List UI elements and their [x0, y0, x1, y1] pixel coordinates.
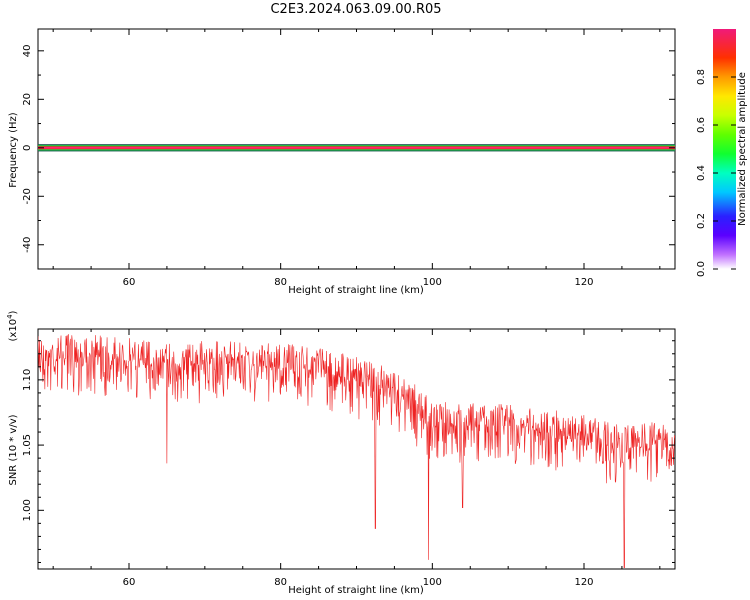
x-tick-label: 60: [123, 277, 136, 288]
x-tick-label: 120: [574, 577, 593, 588]
x-tick-label: 120: [574, 277, 593, 288]
x-tick-label: 100: [423, 277, 442, 288]
spectrogram-y-axis: 40 20 0 -20 -40: [22, 44, 675, 270]
y-tick-label: 40: [22, 44, 33, 57]
snr-x-axis: 60 80 100 120: [52, 329, 661, 588]
x-tick-label: 60: [123, 577, 136, 588]
y-tick-label: -40: [22, 237, 33, 253]
chart-title: C2E3.2024.063.09.00.R05: [270, 2, 442, 17]
y-tick-label: 0: [22, 145, 33, 151]
spectrogram-y-label: Frequency (Hz): [8, 112, 19, 188]
snr-y-axis: 1.00 1.05 1.10: [22, 340, 675, 563]
colorbar-tick-label: 0.2: [696, 213, 707, 229]
y-tick-label: 1.05: [22, 434, 33, 456]
y-tick-label: 1.10: [22, 369, 33, 391]
spectrogram-x-axis: 60 80 100 120: [52, 29, 661, 288]
y-tick-label: 20: [22, 93, 33, 106]
colorbar-tick-label: 0.8: [696, 69, 707, 85]
y-tick-label: 1.00: [22, 499, 33, 521]
snr-series-line: [38, 334, 675, 568]
spectrogram-panel: 60 80 100 120 40 20 0 -20 -40 Height of straigh…: [8, 28, 676, 296]
y-tick-label: -20: [22, 188, 33, 204]
x-tick-label: 80: [274, 577, 287, 588]
x-tick-label: 80: [274, 277, 287, 288]
spectrogram-x-label: Height of straight line (km): [288, 285, 424, 296]
colorbar-tick-label: 0.0: [696, 261, 707, 277]
band-layer: [38, 147, 675, 149]
snr-scale-label: (x104): [6, 310, 19, 341]
colorbar-gradient: [713, 29, 736, 269]
colorbar-tick-label: 0.6: [696, 117, 707, 133]
x-tick-label: 100: [423, 577, 442, 588]
spectrogram-band: [38, 144, 675, 152]
colorbar-tick-label: 0.4: [696, 165, 707, 181]
colorbar-label: Normalized spectral amplitude: [737, 72, 748, 226]
snr-y-label: SNR (10 * v/v): [8, 414, 19, 485]
colorbar: 0.0 0.2 0.4 0.6 0.8 Normalized spectral ampl…: [696, 29, 748, 277]
snr-panel: 60 80 100 120 1.00 1.05 1.10 Height of straig…: [6, 310, 676, 596]
colorbar-ticks: 0.0 0.2 0.4 0.6 0.8: [696, 69, 736, 277]
snr-x-label: Height of straight line (km): [288, 585, 424, 596]
